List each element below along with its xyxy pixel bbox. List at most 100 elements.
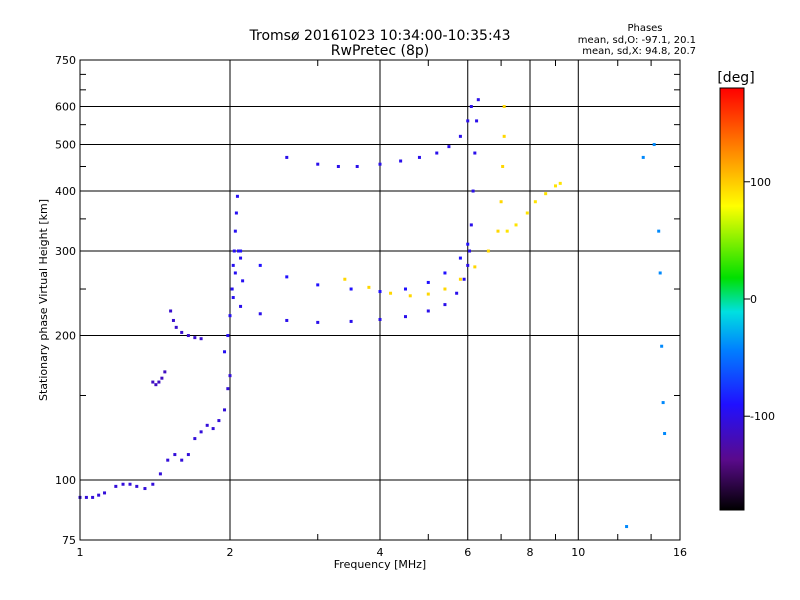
y-tick-label: 500: [55, 139, 76, 152]
data-point: [426, 309, 430, 313]
data-point: [468, 249, 472, 253]
colorbar-tick-label: 0: [750, 293, 757, 306]
data-point: [403, 287, 407, 291]
data-point: [475, 119, 479, 123]
data-point: [143, 487, 147, 491]
data-point: [660, 344, 664, 348]
data-point: [230, 287, 234, 291]
series-scattered-x-points: [505, 181, 562, 233]
y-tick-label: 100: [55, 474, 76, 487]
data-point: [544, 192, 548, 196]
data-point: [173, 453, 177, 457]
grid-lines: [80, 60, 680, 540]
x-tick-label: 16: [673, 546, 687, 559]
data-point: [166, 458, 170, 462]
data-point: [553, 184, 557, 188]
data-point: [103, 491, 107, 495]
data-point: [226, 334, 230, 338]
phase-stats-x: mean, sd,X: 94.8, 20.7: [582, 46, 696, 57]
data-point: [514, 223, 518, 227]
data-point: [466, 263, 470, 267]
data-point: [469, 223, 473, 227]
data-point: [469, 105, 473, 109]
data-point: [499, 200, 503, 204]
data-point: [186, 453, 190, 457]
axis-ticks: 1 2 4 6 8 10 16 75 100 200 300 400 500 600 750: [55, 54, 687, 559]
data-point: [408, 294, 412, 298]
data-point: [443, 287, 447, 291]
data-point: [193, 437, 197, 441]
data-point: [239, 249, 243, 253]
data-point: [378, 162, 382, 166]
data-point: [458, 134, 462, 138]
data-point: [232, 249, 236, 253]
data-point: [349, 319, 353, 323]
data-point: [285, 275, 289, 279]
data-point: [258, 312, 262, 316]
data-point: [91, 495, 95, 499]
data-point: [84, 495, 88, 499]
data-point: [343, 277, 347, 281]
series-spread-near-2-mhz: [223, 194, 245, 354]
data-point: [502, 105, 506, 109]
phase-stats-heading: Phases: [627, 23, 662, 34]
data-point: [447, 145, 451, 149]
data-point: [443, 271, 447, 275]
y-tick-label: 400: [55, 185, 76, 198]
data-point: [160, 376, 164, 380]
data-point: [235, 194, 239, 198]
data-point: [661, 401, 665, 405]
x-tick-label: 6: [464, 546, 471, 559]
series-es-trace-1-4-mhz: [151, 370, 167, 387]
data-point: [226, 387, 230, 391]
data-point: [193, 336, 197, 340]
data-point: [455, 291, 459, 295]
data-point: [154, 383, 158, 387]
data-point: [533, 200, 537, 204]
data-point: [258, 263, 262, 267]
data-point: [486, 249, 490, 253]
data-point: [121, 482, 125, 486]
y-axis-label: Stationary phase Virtual Height [km]: [37, 199, 50, 401]
data-point: [236, 249, 240, 253]
x-tick-label: 10: [571, 546, 585, 559]
data-point: [367, 285, 371, 289]
data-point: [231, 296, 235, 300]
data-point: [171, 318, 175, 322]
data-point: [228, 374, 232, 378]
x-axis-label: Frequency [MHz]: [334, 558, 426, 571]
data-point: [316, 162, 320, 166]
data-point: [399, 159, 403, 163]
x-tick-label: 8: [527, 546, 534, 559]
data-point: [151, 380, 155, 384]
data-point: [163, 370, 167, 374]
series-f2-x-mode-trace: [343, 105, 506, 298]
data-point: [458, 256, 462, 260]
data-point: [151, 482, 155, 486]
colorbar: [719, 87, 745, 511]
colorbar-ticks: 100 0 -100: [744, 176, 775, 423]
data-point: [316, 283, 320, 287]
data-point: [525, 211, 529, 215]
data-point: [657, 229, 661, 233]
data-point: [223, 408, 227, 412]
data-point: [174, 325, 178, 329]
series-multiple-reflection-trace: [285, 105, 473, 168]
data-point: [473, 265, 477, 269]
data-point: [435, 151, 439, 155]
data-point: [205, 423, 209, 427]
data-point: [180, 330, 184, 334]
data-point: [199, 430, 203, 434]
data-point: [217, 419, 221, 423]
data-point: [233, 271, 237, 275]
y-tick-label: 300: [55, 245, 76, 258]
data-point: [426, 292, 430, 296]
data-point: [158, 472, 162, 476]
x-tick-label: 4: [377, 546, 384, 559]
data-point: [231, 263, 235, 267]
data-point: [114, 484, 118, 488]
data-point: [458, 277, 462, 281]
x-tick-label: 1: [77, 546, 84, 559]
x-tick-label: 2: [227, 546, 234, 559]
